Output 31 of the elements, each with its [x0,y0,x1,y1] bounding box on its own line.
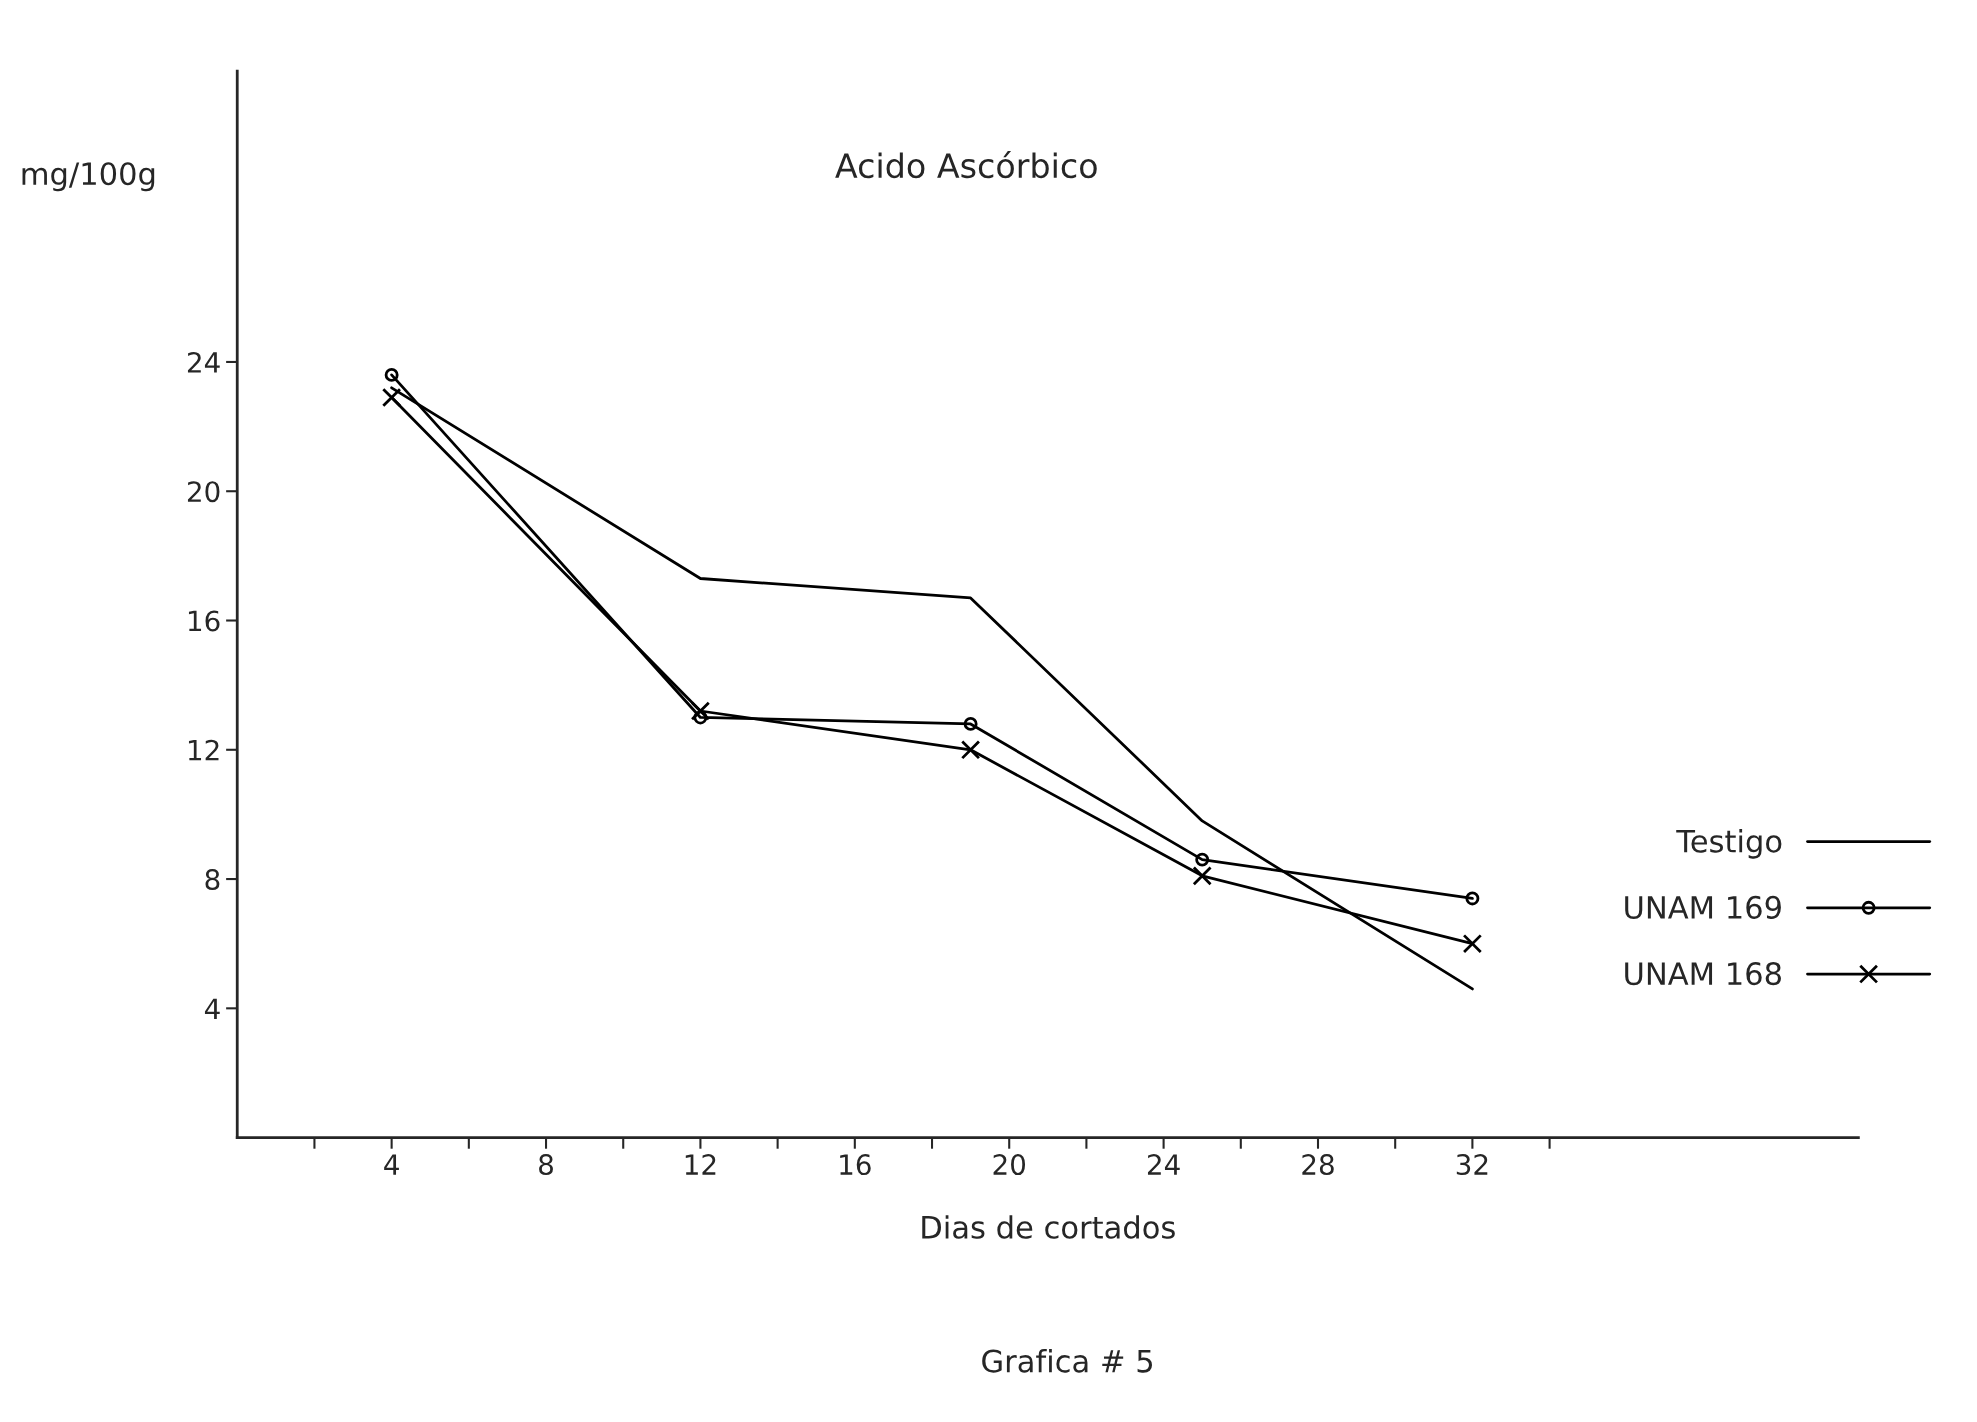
text: Acido Ascórbico [835,151,1097,179]
x-tick-label: 28 [1302,1154,1334,1176]
y-tick-label: 24 [187,351,220,373]
point [1465,891,1480,906]
x-tick-label: 4 [384,1154,399,1175]
y-axis-title: mg/100g [22,162,155,192]
y-tick-label: 8 [205,868,220,890]
x-tick-label: 24 [1147,1154,1180,1175]
point [384,367,399,382]
point [963,716,978,731]
x-tick-label: 12 [685,1154,716,1175]
point [1462,933,1483,954]
x-tick-label: 32 [1456,1154,1488,1176]
legend-label: Testigo [1676,829,1782,859]
legend-label: UNAM 169 [1625,895,1781,919]
x-axis-title: Dias de cortados [922,1215,1175,1239]
point [960,740,981,760]
point [1195,852,1210,867]
x-tick-label: 8 [539,1154,553,1176]
legend-label: UNAM 168 [1625,962,1781,986]
y-tick-label: 12 [188,739,219,761]
point [381,387,402,408]
point [1192,866,1212,886]
x-tick-label: 16 [840,1154,871,1176]
y-tick-label: 4 [204,998,220,1019]
point [693,710,708,725]
text: Grafica # 5 [982,1349,1153,1373]
point [690,701,711,721]
y-tick-label: 16 [188,610,220,632]
x-tick-label: 20 [993,1154,1026,1176]
y-tick-label: 20 [187,481,220,503]
